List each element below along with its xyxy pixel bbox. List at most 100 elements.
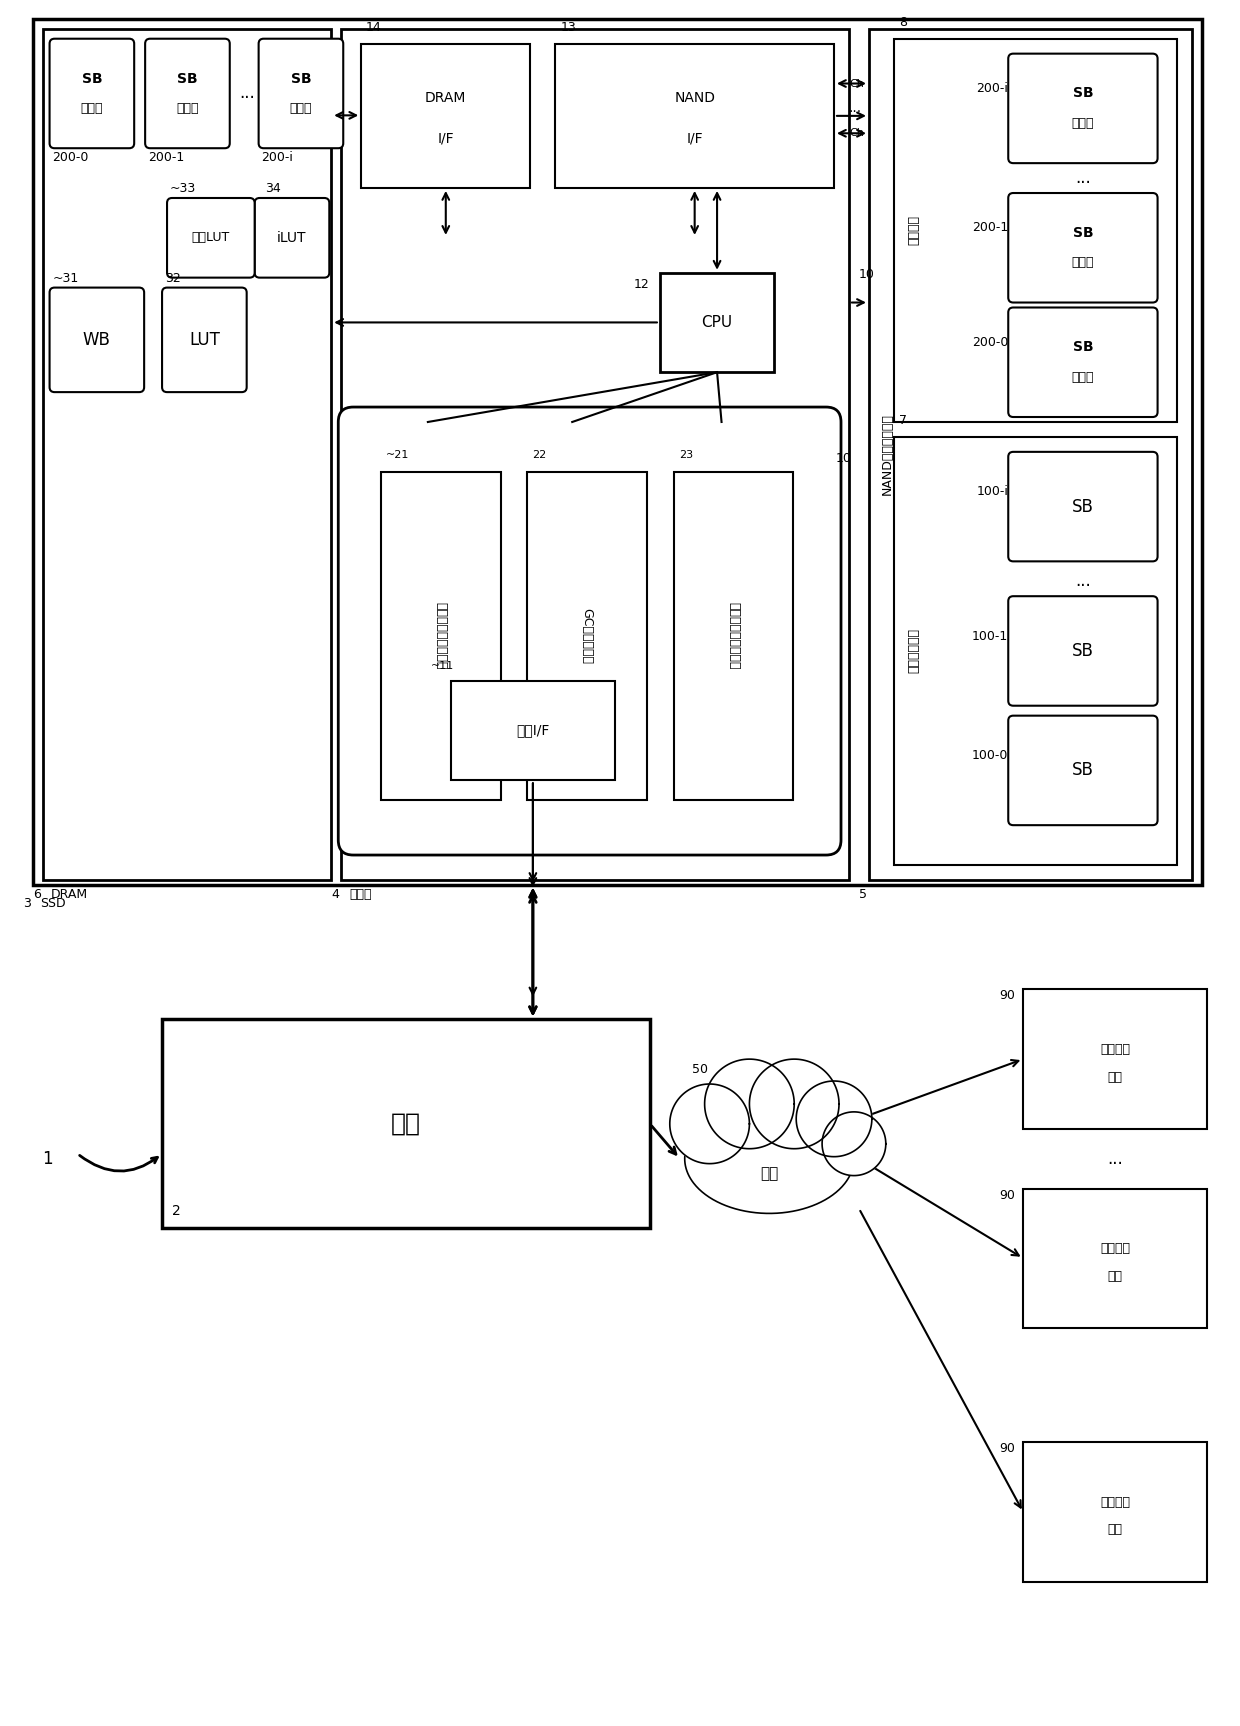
Bar [361, 43, 531, 188]
Text: ~33: ~33 [170, 181, 196, 195]
Text: 90: 90 [999, 989, 1016, 1003]
Text: LUT: LUT [188, 331, 219, 349]
Text: 重复数据删除处理部: 重复数据删除处理部 [434, 602, 448, 670]
Text: 管理表: 管理表 [176, 102, 198, 116]
Text: ~31: ~31 [52, 271, 79, 285]
FancyBboxPatch shape [259, 38, 343, 148]
Text: 50: 50 [692, 1063, 708, 1075]
Text: I/F: I/F [438, 131, 454, 145]
Text: WB: WB [83, 331, 110, 349]
FancyBboxPatch shape [50, 288, 144, 392]
Bar [162, 1020, 650, 1229]
Text: Ch: Ch [849, 128, 864, 138]
FancyBboxPatch shape [1008, 716, 1158, 825]
Text: 1: 1 [42, 1150, 53, 1169]
Text: SB: SB [177, 71, 197, 86]
FancyBboxPatch shape [50, 38, 134, 148]
Bar [1023, 1189, 1208, 1327]
Text: 200-1: 200-1 [972, 221, 1008, 235]
Text: 14: 14 [366, 21, 382, 35]
Text: 34: 34 [264, 181, 280, 195]
Text: 管理表: 管理表 [81, 102, 103, 116]
FancyBboxPatch shape [1008, 54, 1158, 164]
Text: 8: 8 [899, 16, 906, 29]
Text: 22: 22 [532, 450, 547, 459]
Text: 12: 12 [634, 278, 650, 290]
Text: 4: 4 [331, 887, 340, 901]
Text: Ch: Ch [849, 78, 864, 88]
Text: SB: SB [82, 71, 102, 86]
Text: 哈希LUT: 哈希LUT [192, 231, 229, 245]
Text: 3: 3 [22, 898, 31, 910]
FancyBboxPatch shape [167, 198, 254, 278]
Bar [42, 29, 331, 880]
FancyBboxPatch shape [1008, 193, 1158, 302]
Text: 管理表: 管理表 [1071, 371, 1094, 383]
Text: SB: SB [1071, 497, 1094, 516]
Text: 100-i: 100-i [976, 485, 1008, 499]
Text: SB: SB [1073, 86, 1094, 100]
Polygon shape [749, 1060, 839, 1150]
Text: 数据分离动作控制部: 数据分离动作控制部 [727, 602, 740, 670]
Text: SB: SB [290, 71, 311, 86]
Text: 100-0: 100-0 [972, 749, 1008, 761]
FancyBboxPatch shape [162, 288, 247, 392]
Text: 13: 13 [560, 21, 577, 35]
Bar [1023, 1443, 1208, 1581]
Polygon shape [822, 1112, 885, 1175]
Text: 管理表: 管理表 [1071, 117, 1094, 129]
Bar [451, 680, 615, 780]
Bar [894, 437, 1178, 865]
Text: 终端: 终端 [1107, 1070, 1122, 1084]
Text: 32: 32 [165, 271, 181, 285]
Text: 200-i: 200-i [976, 83, 1008, 95]
Text: 管理区域: 管理区域 [908, 216, 920, 245]
Text: ...: ... [239, 85, 254, 102]
FancyBboxPatch shape [339, 407, 841, 854]
Text: 用户数据区域: 用户数据区域 [908, 628, 920, 673]
Bar [341, 29, 849, 880]
Text: ...: ... [1075, 169, 1091, 186]
Bar [381, 471, 501, 801]
FancyBboxPatch shape [1008, 307, 1158, 418]
Text: 200-0: 200-0 [52, 152, 89, 164]
Text: SB: SB [1071, 761, 1094, 780]
Text: 6: 6 [32, 887, 41, 901]
Text: ~11: ~11 [430, 661, 454, 671]
Text: 管理表: 管理表 [1071, 255, 1094, 269]
Text: NAND: NAND [675, 91, 715, 105]
Text: CPU: CPU [702, 314, 733, 330]
Text: 终端: 终端 [1107, 1524, 1122, 1536]
Text: ...: ... [849, 102, 862, 116]
Text: 控制器: 控制器 [350, 887, 372, 901]
Text: 10: 10 [859, 268, 874, 281]
Polygon shape [670, 1084, 749, 1163]
Text: 23: 23 [678, 450, 693, 459]
Text: DRAM: DRAM [51, 887, 88, 901]
Text: SB: SB [1071, 642, 1094, 659]
Bar [660, 273, 774, 373]
Text: 5: 5 [859, 887, 867, 901]
Text: ...: ... [1075, 573, 1091, 590]
Text: SB: SB [1073, 226, 1094, 240]
Text: I/F: I/F [687, 131, 703, 145]
Text: 终端: 终端 [1107, 1270, 1122, 1282]
Bar [1023, 989, 1208, 1129]
FancyBboxPatch shape [1008, 452, 1158, 561]
Text: 200-1: 200-1 [148, 152, 185, 164]
Text: ...: ... [1107, 1150, 1123, 1169]
Text: 100-1: 100-1 [972, 630, 1008, 642]
Text: NAND型闪速存储器: NAND型闪速存储器 [880, 414, 893, 495]
Bar [32, 19, 1203, 885]
Text: SB: SB [1073, 340, 1094, 354]
Text: SSD: SSD [41, 898, 66, 910]
Text: iLUT: iLUT [278, 231, 306, 245]
Text: 7: 7 [899, 414, 906, 426]
Text: 网络: 网络 [760, 1167, 779, 1181]
Polygon shape [796, 1080, 872, 1156]
Text: GC动作控制部: GC动作控制部 [580, 608, 594, 665]
Text: 终端用户: 终端用户 [1100, 1241, 1131, 1255]
FancyBboxPatch shape [254, 198, 330, 278]
Text: 主机: 主机 [391, 1112, 420, 1136]
Bar [894, 38, 1178, 421]
